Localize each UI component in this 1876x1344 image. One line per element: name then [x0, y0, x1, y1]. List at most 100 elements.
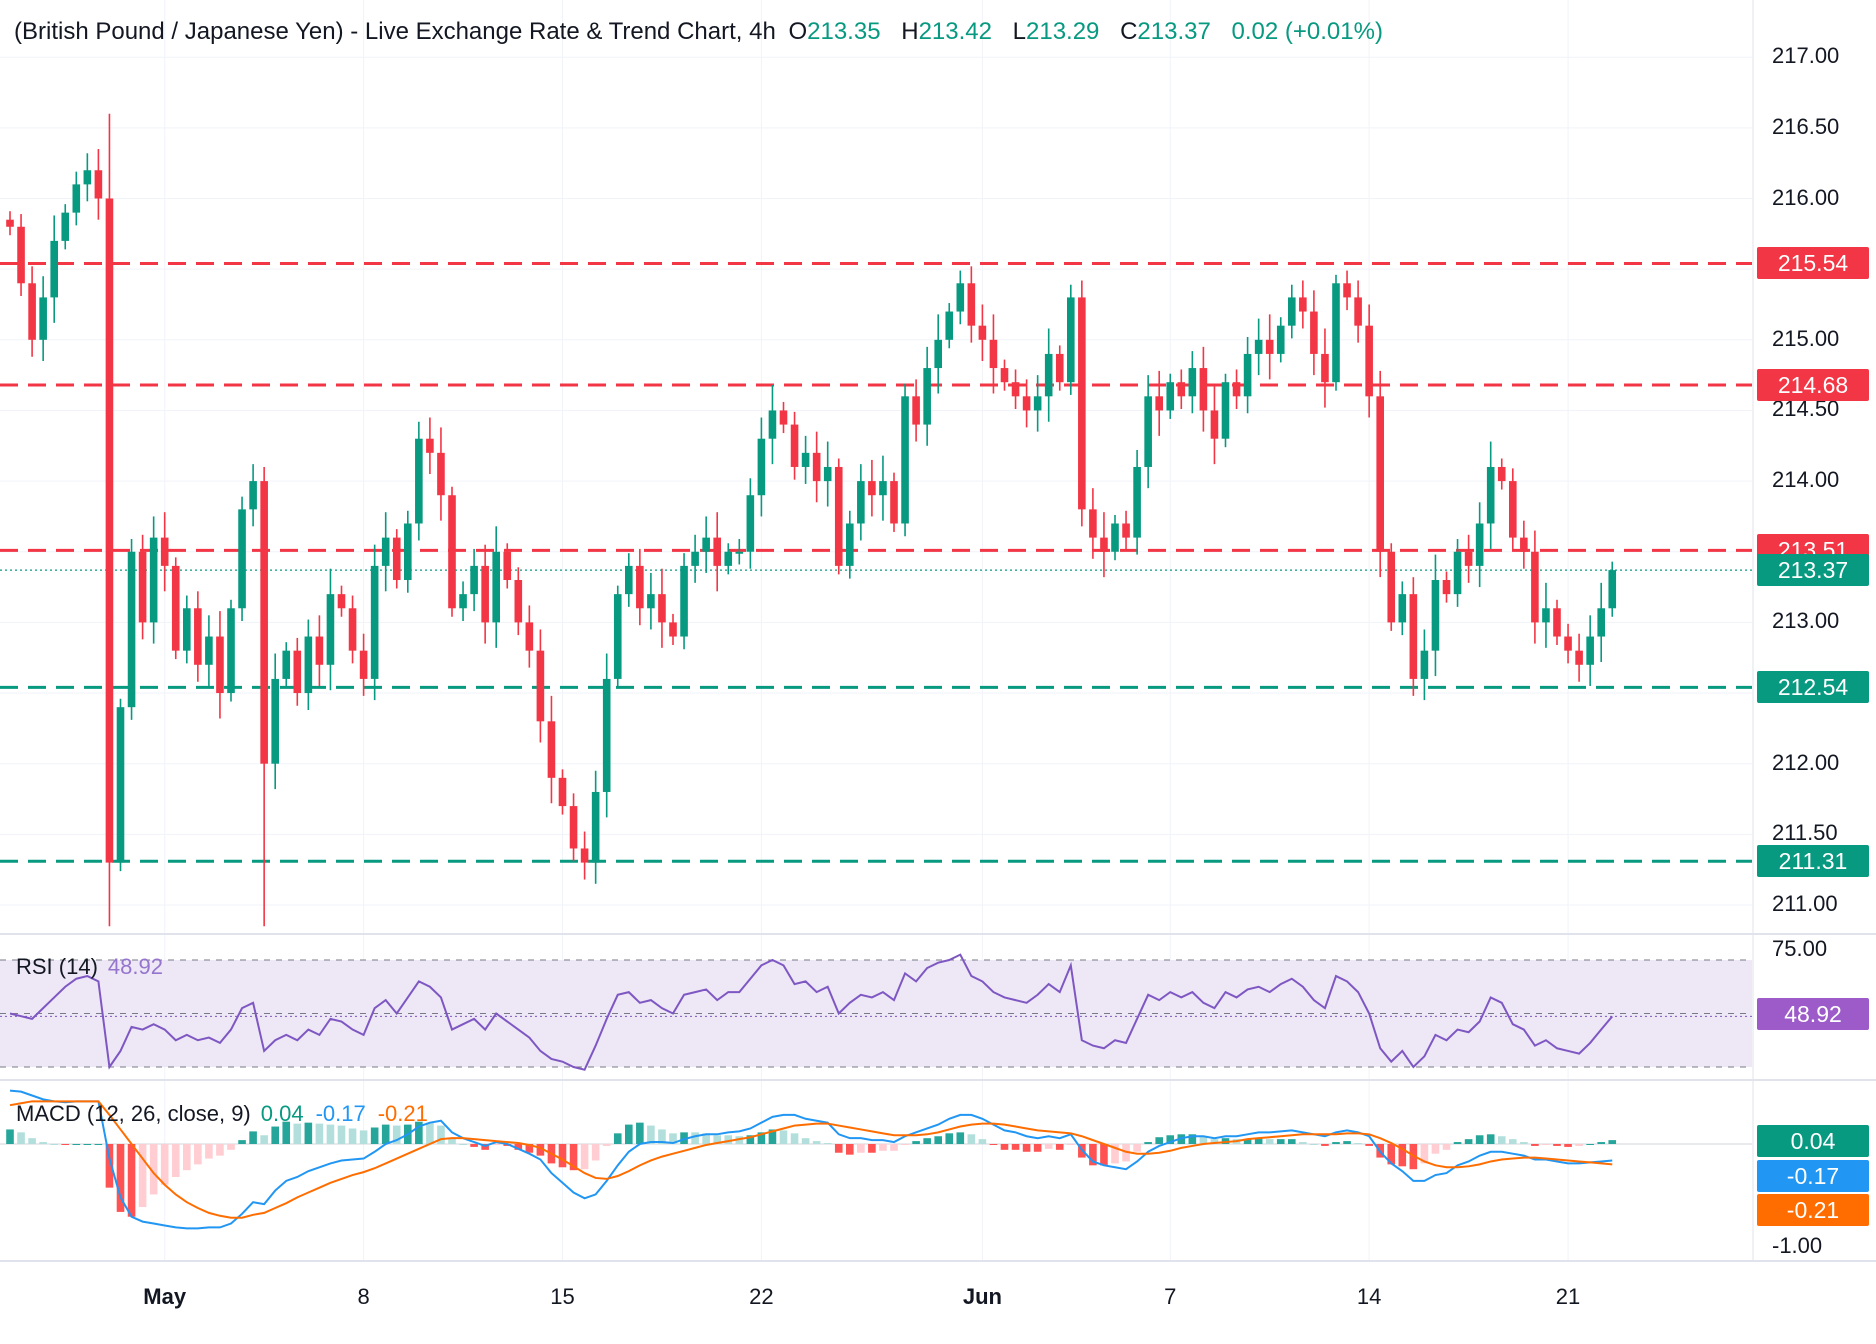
candles: [6, 113, 1617, 927]
candle-up: [691, 551, 699, 566]
macd-hist-value: 0.04: [260, 1101, 304, 1126]
macd-hist-bar: [757, 1132, 766, 1144]
macd-hist-bar: [1022, 1144, 1031, 1152]
macd-hist-bar: [216, 1144, 224, 1156]
time-tick-label: 22: [749, 1284, 774, 1309]
macd-hist-bar: [116, 1144, 125, 1212]
chart-title: (British Pound / Japanese Yen) - Live Ex…: [14, 18, 776, 45]
macd-hist-bar: [801, 1138, 810, 1144]
macd-name: MACD (12, 26, close, 9): [16, 1101, 251, 1126]
candle-up: [801, 452, 810, 467]
macd-hist-bar: [890, 1144, 898, 1151]
candle-up: [1453, 551, 1462, 595]
macd-hist-bar: [437, 1125, 445, 1144]
time-tick-label: Jun: [962, 1284, 1002, 1309]
macd-hist-bar: [1365, 1144, 1373, 1146]
macd-hist-bar: [1553, 1144, 1561, 1146]
macd-signal-value: -0.21: [377, 1101, 428, 1126]
macd-hist-bar: [636, 1122, 644, 1144]
price-tick-label: 211.50: [1772, 820, 1838, 846]
macd-hist-bar: [1089, 1144, 1097, 1166]
candle-up: [591, 791, 600, 863]
candle-up: [326, 594, 335, 665]
macd-hist-bar: [1420, 1144, 1429, 1164]
candle-down: [160, 537, 169, 566]
macd-hist-bar: [1497, 1136, 1506, 1144]
macd-hist-bar: [1354, 1143, 1362, 1145]
macd-hist-bar: [1265, 1139, 1274, 1144]
candle-up: [1111, 523, 1119, 552]
candle-down: [481, 565, 489, 623]
candle-down: [6, 219, 14, 227]
macd-hist-bar: [879, 1144, 887, 1151]
candle-down: [171, 565, 180, 651]
candle-up: [1067, 297, 1075, 383]
price-tick-label: 214.00: [1772, 467, 1840, 493]
macd-hist-bar: [713, 1135, 721, 1144]
candle-down: [94, 170, 103, 199]
rsi-tick-75: 75.00: [1772, 936, 1828, 961]
candle-down: [1321, 353, 1329, 383]
candle-down: [1564, 636, 1572, 651]
rsi-value: 48.92: [107, 954, 163, 979]
macd-hist-bar: [1575, 1144, 1583, 1146]
candle-down: [426, 438, 434, 453]
candle-up: [61, 212, 70, 241]
candle-up: [1398, 594, 1407, 623]
candle-up: [381, 537, 390, 566]
macd-hist-bar: [1111, 1144, 1119, 1164]
candle-down: [1122, 523, 1130, 538]
macd-hist-bar: [426, 1122, 434, 1144]
macd-hist-bar: [1155, 1137, 1163, 1144]
candle-down: [580, 848, 589, 863]
candle-down: [448, 495, 456, 609]
macd-signal-badge: -0.21: [1757, 1194, 1869, 1226]
candle-down: [967, 283, 976, 326]
open-label: O: [788, 18, 808, 45]
macd-hist-bar: [6, 1129, 14, 1144]
macd-hist-bar: [61, 1144, 70, 1145]
macd-hist-bar: [1055, 1144, 1064, 1150]
macd-hist-bar: [105, 1144, 114, 1188]
price-tick-label: 212.00: [1772, 749, 1840, 775]
macd-hist-bar: [1343, 1141, 1351, 1144]
candle-up: [768, 410, 777, 439]
candle-down: [1155, 396, 1163, 411]
candle-down: [1553, 608, 1561, 637]
macd-hist-bar: [1586, 1144, 1594, 1145]
macd-hist-bar: [1398, 1144, 1407, 1167]
price-tick-label: 217.00: [1772, 43, 1840, 69]
macd-hist-bar: [415, 1121, 423, 1144]
macd-hist-bar: [1243, 1139, 1252, 1144]
macd-hist-bar: [724, 1135, 733, 1144]
macd-hist-bar: [392, 1125, 401, 1144]
price-tick-label: 213.00: [1772, 608, 1840, 634]
low-value: 213.29: [1026, 18, 1100, 45]
candle-down: [194, 608, 202, 665]
candle-up: [404, 523, 412, 581]
macd-hist-bar: [1000, 1144, 1009, 1150]
macd-hist-bar: [691, 1132, 699, 1144]
level-badge-support: 211.31: [1757, 845, 1869, 878]
candle-up: [183, 608, 191, 651]
macd-hist-bar: [569, 1144, 578, 1171]
macd-hist-bar: [823, 1143, 832, 1145]
candle-up: [492, 551, 500, 623]
macd-hist-bar: [923, 1138, 931, 1144]
candle-up: [271, 678, 279, 764]
macd-hist-bar: [17, 1132, 25, 1144]
candle-up: [1586, 636, 1594, 665]
close-value: 213.37: [1137, 18, 1211, 45]
macd-hist-bar: [834, 1144, 843, 1153]
macd-tick-neg1: -1.00: [1772, 1233, 1823, 1258]
candle-up: [50, 240, 58, 298]
candle-down: [437, 452, 445, 496]
macd-hist-bar: [1254, 1138, 1263, 1144]
macd-hist-bar: [448, 1138, 456, 1144]
signal-line: [9, 1100, 1613, 1219]
pane-separators: [0, 0, 1876, 1262]
candle-down: [1575, 650, 1583, 665]
candle-up: [205, 636, 213, 665]
rsi-badge: 48.92: [1757, 998, 1869, 1030]
